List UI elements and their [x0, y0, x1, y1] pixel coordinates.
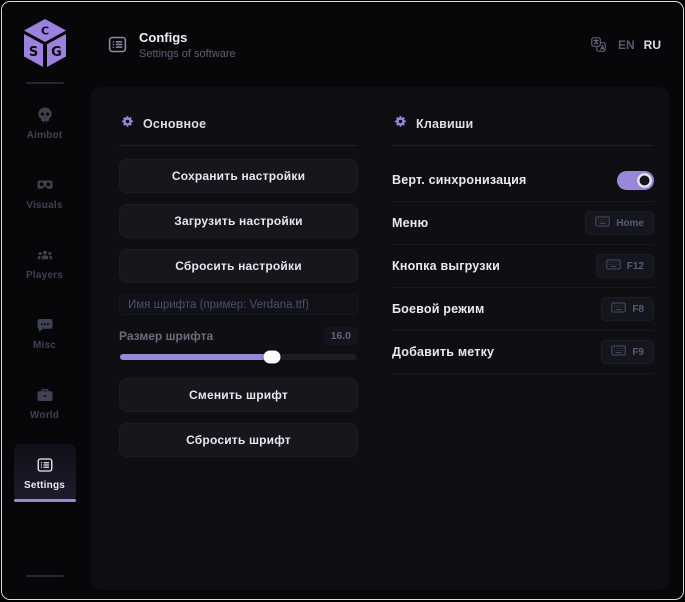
general-section-title: Основное: [143, 117, 207, 131]
toggle-knob: [637, 172, 652, 188]
change-font-button[interactable]: Сменить шрифт: [119, 378, 358, 412]
gear-icon: [121, 115, 134, 133]
keybind-button-marker[interactable]: F9: [601, 340, 654, 364]
sidebar-top-divider: [25, 82, 64, 84]
keys-section-title: Клавиши: [416, 117, 474, 131]
configs-icon: [107, 34, 128, 55]
keybind-row-marker: Добавить метку F9: [392, 331, 654, 374]
font-size-value-badge: 16.0: [323, 327, 358, 345]
sidebar-item-label: World: [29, 409, 60, 421]
sidebar-item-players[interactable]: Players: [14, 234, 76, 292]
briefcase-icon: [36, 386, 54, 404]
page-title: Configs: [139, 29, 188, 45]
keybind-label: Меню: [392, 216, 429, 230]
sidebar-item-misc[interactable]: Misc: [14, 304, 76, 362]
keybind-row-combat: Боевой режим F8: [392, 288, 654, 331]
translate-icon: [590, 36, 607, 53]
sidebar-item-label: Visuals: [26, 199, 63, 211]
section-divider: [119, 145, 358, 146]
keys-section: Клавиши Верт. синхронизация Меню Home Кн…: [392, 113, 654, 570]
page-subtitle: Settings of software: [139, 47, 236, 60]
keyboard-icon: [605, 259, 621, 273]
settings-panel: Основное Сохранить настройки Загрузить н…: [90, 87, 670, 590]
goggles-icon: [36, 176, 54, 194]
page-header: Configs Settings of software EN RU: [87, 2, 683, 87]
app-logo: C S G: [21, 18, 69, 70]
keyboard-icon: [595, 216, 610, 230]
save-settings-button[interactable]: Сохранить настройки: [119, 159, 358, 193]
keybind-value: F12: [626, 260, 644, 272]
skull-icon: [36, 106, 54, 124]
sidebar-item-visuals[interactable]: Visuals: [14, 164, 76, 222]
font-size-slider-handle[interactable]: [263, 350, 281, 364]
load-settings-button[interactable]: Загрузить настройки: [119, 204, 358, 238]
reset-font-button[interactable]: Сбросить шрифт: [119, 423, 358, 457]
keybind-button-combat[interactable]: F8: [601, 297, 654, 321]
keybind-label: Боевой режим: [392, 302, 485, 316]
svg-text:C: C: [40, 25, 48, 38]
gear-icon: [394, 115, 407, 133]
sidebar-item-label: Aimbot: [26, 129, 63, 141]
keybind-label: Кнопка выгрузки: [392, 259, 501, 273]
sidebar-item-label: Settings: [23, 479, 66, 491]
keybind-value: Home: [616, 217, 644, 229]
keybind-value: F8: [632, 303, 644, 315]
font-size-slider[interactable]: [120, 350, 357, 364]
font-size-label: Размер шрифта: [119, 329, 214, 343]
vsync-toggle[interactable]: [617, 170, 654, 190]
language-option-en[interactable]: EN: [617, 37, 635, 52]
cube-logo-icon: C S G: [23, 19, 66, 67]
svg-text:S: S: [28, 45, 37, 60]
section-divider: [392, 145, 654, 146]
vsync-label: Верт. синхронизация: [392, 173, 527, 187]
keybind-button-menu[interactable]: Home: [585, 211, 654, 235]
font-name-input[interactable]: [119, 294, 358, 315]
keybind-label: Добавить метку: [392, 345, 495, 359]
players-icon: [36, 246, 54, 264]
sidebar-item-world[interactable]: World: [14, 374, 76, 432]
chat-icon: [36, 316, 54, 334]
keybind-row-unload: Кнопка выгрузки F12: [392, 245, 654, 288]
sidebar-nav: Aimbot Visuals Players Misc: [13, 94, 76, 502]
svg-text:G: G: [51, 45, 62, 60]
general-section: Основное Сохранить настройки Загрузить н…: [119, 113, 358, 570]
keybind-value: F9: [632, 346, 644, 358]
sidebar-item-label: Misc: [32, 339, 57, 351]
sidebar: C S G Aimbot Visuals: [2, 2, 87, 599]
sidebar-item-settings[interactable]: Settings: [13, 444, 76, 502]
list-icon: [36, 456, 54, 474]
keybind-button-unload[interactable]: F12: [595, 254, 654, 278]
language-option-ru[interactable]: RU: [643, 37, 661, 52]
reset-settings-button[interactable]: Сбросить настройки: [119, 249, 358, 283]
content-area: Configs Settings of software EN RU: [87, 2, 683, 599]
font-size-slider-fill: [120, 354, 272, 360]
sidebar-bottom-divider: [25, 575, 64, 577]
keybind-row-menu: Меню Home: [392, 202, 654, 245]
vsync-row: Верт. синхронизация: [392, 159, 654, 202]
keyboard-icon: [611, 302, 627, 316]
sidebar-item-aimbot[interactable]: Aimbot: [14, 94, 76, 152]
keyboard-icon: [611, 345, 627, 359]
sidebar-item-label: Players: [26, 269, 63, 281]
